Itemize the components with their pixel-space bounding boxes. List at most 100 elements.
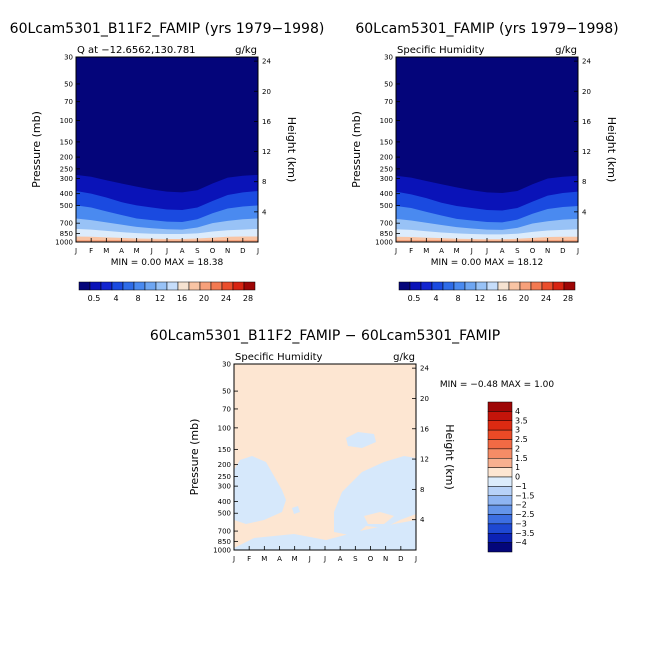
- pressure-tick-label: 300: [380, 175, 393, 183]
- colorbar-swatch: [487, 439, 513, 450]
- month-tick-label: N: [545, 247, 550, 255]
- plot-border: [233, 363, 417, 551]
- min-max-text: MIN = 0.00 MAX = 18.38: [111, 258, 224, 268]
- height-tick-label: 20: [262, 88, 271, 96]
- units-label: g/kg: [393, 352, 415, 363]
- colorbar-label: 1: [515, 463, 520, 472]
- month-tick-label: A: [277, 555, 282, 563]
- colorbar-swatch: [487, 486, 513, 496]
- month-tick-label: J: [308, 555, 311, 563]
- pressure-tick-label: 850: [380, 230, 393, 238]
- pressure-tick-label: 400: [60, 190, 73, 198]
- month-tick-label: F: [409, 247, 413, 255]
- month-tick-label: J: [74, 247, 77, 255]
- colorbar-label: 28: [563, 294, 573, 303]
- colorbar-label: −3: [515, 519, 527, 528]
- month-tick-label: M: [103, 247, 109, 255]
- colorbar-swatch: [133, 281, 146, 291]
- month-tick-label: F: [247, 555, 251, 563]
- month-tick-label: J: [323, 555, 326, 563]
- month-tick-label: A: [338, 555, 343, 563]
- colorbar-swatch: [487, 495, 513, 506]
- height-tick-label: 16: [420, 425, 429, 433]
- colorbar-label: 0: [515, 473, 520, 482]
- colorbar-label: 2.5: [515, 435, 528, 444]
- colorbar-label: 2: [515, 444, 520, 453]
- pressure-tick-label: 150: [380, 138, 393, 146]
- height-tick-label: 8: [582, 178, 586, 186]
- panel-title: 60Lcam5301_B11F2_FAMIP (yrs 1979−1998): [10, 21, 325, 37]
- pressure-tick-label: 70: [222, 405, 231, 413]
- colorbar-swatch: [409, 281, 422, 291]
- colorbar-label: 0.5: [88, 294, 101, 303]
- colorbar-swatch: [563, 281, 576, 291]
- colorbar-swatch: [475, 281, 488, 291]
- colorbar-swatch: [487, 411, 513, 421]
- min-max-text: MIN = 0.00 MAX = 18.12: [431, 258, 543, 268]
- colorbar-swatch: [398, 281, 411, 291]
- height-tick-label: 8: [262, 178, 266, 186]
- colorbar-swatch: [188, 281, 201, 291]
- colorbar-swatch: [144, 281, 157, 291]
- negative-patch: [292, 506, 300, 514]
- height-tick-label: 24: [262, 58, 271, 66]
- height-tick-label: 8: [420, 486, 424, 494]
- colorbar-label: −2.5: [515, 510, 534, 519]
- colorbar-swatch: [508, 281, 521, 291]
- pressure-axis-label: Pressure (mb): [188, 419, 201, 496]
- negative-patch: [234, 520, 416, 550]
- colorbar-swatch: [487, 542, 513, 553]
- colorbar-swatch: [552, 281, 565, 291]
- month-tick-label: S: [195, 247, 200, 255]
- colorbar-swatch: [420, 281, 433, 291]
- pressure-tick-label: 70: [384, 98, 393, 106]
- pressure-tick-label: 70: [64, 98, 73, 106]
- pressure-tick-label: 300: [60, 175, 73, 183]
- month-tick-label: J: [576, 247, 579, 255]
- colorbar-swatch: [487, 523, 513, 534]
- pressure-tick-label: 150: [218, 446, 231, 454]
- height-tick-label: 12: [582, 148, 591, 156]
- colorbar-label: −1.5: [515, 491, 534, 500]
- colorbar-swatch: [243, 281, 256, 291]
- month-tick-label: J: [394, 247, 397, 255]
- height-tick-label: 4: [582, 208, 587, 216]
- panel-top-right: 60Lcam5301_FAMIP (yrs 1979−1998) Specific…: [350, 21, 619, 303]
- month-tick-label: D: [560, 247, 565, 255]
- colorbar-label: −2: [515, 501, 527, 510]
- colorbar-label: 24: [541, 294, 551, 303]
- pressure-tick-label: 50: [384, 80, 393, 88]
- colorbar-swatch: [453, 281, 466, 291]
- colorbar-swatch: [487, 458, 513, 468]
- pressure-tick-label: 1000: [375, 239, 393, 247]
- negative-patch: [334, 456, 416, 536]
- pressure-tick-label: 1000: [213, 547, 231, 555]
- month-tick-label: J: [414, 555, 417, 563]
- month-tick-label: N: [383, 555, 388, 563]
- colorbar-swatch: [487, 514, 513, 525]
- panel-title: 60Lcam5301_B11F2_FAMIP − 60Lcam5301_FAMI…: [150, 328, 500, 344]
- colorbar-swatch: [464, 281, 477, 291]
- pressure-tick-label: 500: [60, 202, 73, 210]
- month-tick-label: M: [454, 247, 460, 255]
- pressure-tick-label: 150: [60, 138, 73, 146]
- colorbar-label: 8: [135, 294, 140, 303]
- pressure-tick-label: 850: [218, 538, 231, 546]
- month-tick-label: A: [180, 247, 185, 255]
- panel-title: 60Lcam5301_FAMIP (yrs 1979−1998): [355, 21, 618, 37]
- height-tick-label: 24: [420, 365, 429, 373]
- pressure-tick-label: 500: [218, 510, 231, 518]
- pressure-tick-label: 50: [64, 80, 73, 88]
- colorbar-swatch: [78, 281, 91, 291]
- colorbar-swatch: [232, 281, 245, 291]
- pressure-tick-label: 200: [60, 154, 73, 162]
- month-tick-label: A: [439, 247, 444, 255]
- height-tick-label: 20: [582, 88, 591, 96]
- pressure-tick-label: 700: [218, 528, 231, 536]
- colorbar-swatch: [122, 281, 135, 291]
- colorbar-swatch: [487, 467, 513, 478]
- pressure-tick-label: 250: [380, 165, 393, 173]
- height-tick-label: 12: [420, 456, 429, 464]
- pressure-axis-label: Pressure (mb): [350, 111, 363, 188]
- colorbar-swatch: [177, 281, 190, 291]
